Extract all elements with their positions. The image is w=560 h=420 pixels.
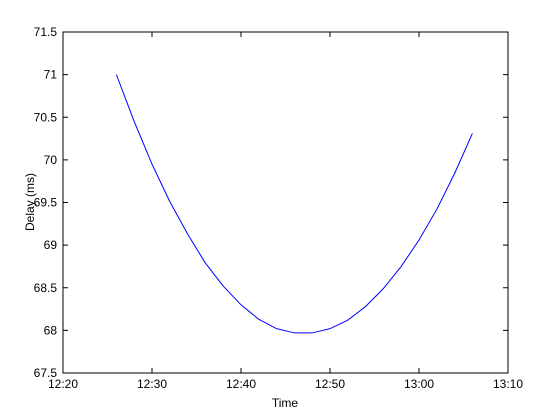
x-tick-label: 12:40 (226, 377, 256, 391)
y-axis-label: Delay (ms) (23, 173, 37, 231)
y-tick-label: 67.5 (34, 366, 58, 380)
y-tick-label: 68.5 (34, 281, 58, 295)
x-tick-label: 13:00 (404, 377, 434, 391)
data-line (115, 74, 473, 334)
y-tick-label: 70.5 (34, 110, 58, 124)
x-axis-label: Time (272, 396, 299, 410)
x-tick-label: 12:30 (137, 377, 167, 391)
x-tick-label: 13:10 (493, 377, 523, 391)
y-tick-label: 71 (44, 68, 58, 82)
x-tick-label: 12:20 (48, 377, 78, 391)
y-tick-label: 68 (44, 323, 58, 337)
plot-area (62, 31, 509, 374)
y-tick-label: 69 (44, 238, 58, 252)
x-tick-label: 12:50 (315, 377, 345, 391)
y-tick-label: 71.5 (34, 25, 58, 39)
y-tick-label: 70 (44, 153, 58, 167)
y-tick-label: 69.5 (34, 196, 58, 210)
